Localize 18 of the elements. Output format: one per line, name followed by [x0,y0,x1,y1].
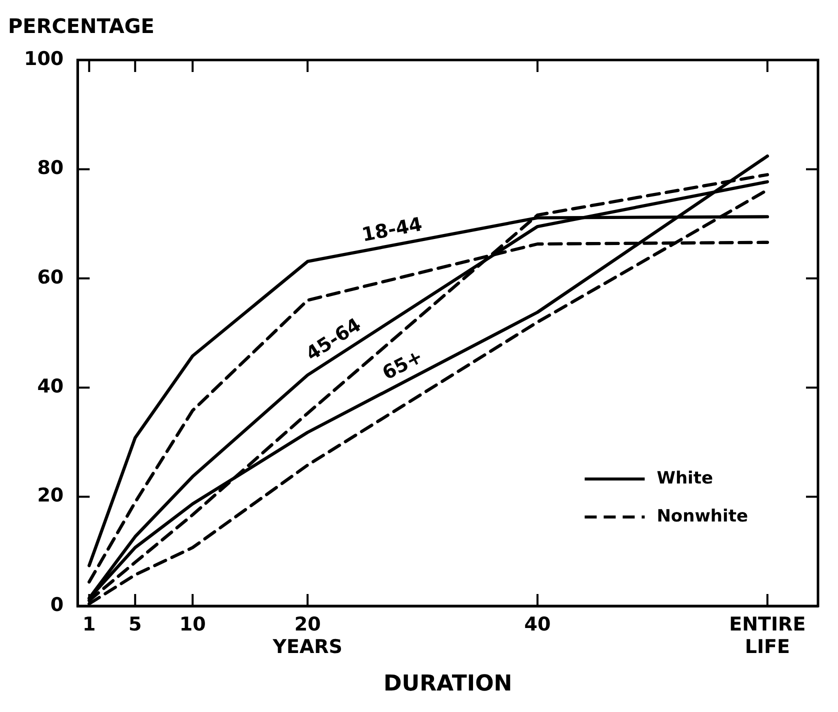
y-tick-label: 60 [37,266,64,288]
legend-label: Nonwhite [656,506,748,526]
y-tick-label: 80 [37,157,64,180]
annotation: 65+ [378,346,427,385]
legend-label: White [656,468,714,488]
x-tick-label: 10 [179,613,206,636]
x-tick-label: 1 [82,613,96,636]
y-tick-label: 0 [50,594,64,616]
y-axis-title: PERCENTAGE [8,14,154,38]
y-tick-label: 20 [37,484,64,507]
x-tick-label: 5 [128,613,142,636]
y-tick-label: 100 [24,48,64,70]
y-tick-label: 40 [37,376,64,398]
x-tick-label: 20 YEARS [272,613,342,658]
x-tick-label: 40 [524,613,551,636]
annotation: 18-44 [360,213,424,246]
x-tick-label: ENTIRE LIFE [729,613,806,658]
x-axis-title: DURATION [383,672,512,697]
